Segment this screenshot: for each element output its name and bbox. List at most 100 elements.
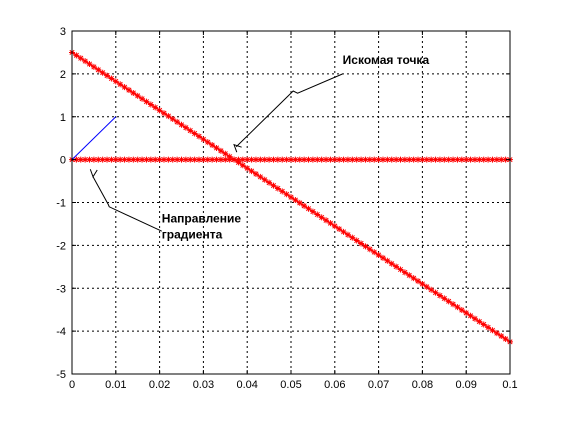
data-point	[217, 156, 224, 163]
annotation-arrowhead	[233, 143, 242, 153]
annotation-leader	[235, 73, 343, 148]
data-point	[134, 92, 141, 99]
data-point	[366, 246, 373, 253]
data-point	[222, 156, 229, 163]
data-point	[257, 156, 264, 163]
data-point	[204, 139, 211, 146]
data-point	[450, 301, 457, 308]
y-tick-label: 0	[60, 155, 66, 167]
data-point	[397, 266, 404, 273]
data-point	[270, 182, 277, 189]
data-point	[467, 312, 474, 319]
data-point	[204, 156, 211, 163]
data-point	[493, 156, 500, 163]
data-point	[292, 156, 299, 163]
data-point	[239, 156, 246, 163]
data-point	[445, 156, 452, 163]
data-point	[410, 156, 417, 163]
data-point	[239, 162, 246, 169]
annotation-leader	[92, 176, 163, 232]
data-point	[77, 156, 84, 163]
data-point	[99, 156, 106, 163]
data-point	[121, 84, 128, 91]
data-point	[292, 197, 299, 204]
data-point	[344, 156, 351, 163]
data-point	[379, 156, 386, 163]
annotation-text: Искомая точка	[343, 53, 430, 67]
data-point	[401, 156, 408, 163]
x-tick-label: 0.01	[105, 379, 126, 391]
data-point	[340, 228, 347, 235]
data-point	[152, 104, 159, 111]
data-point	[248, 156, 255, 163]
data-point	[502, 156, 509, 163]
data-point	[502, 335, 509, 342]
data-point	[353, 237, 360, 244]
y-tick-label: 2	[60, 69, 66, 81]
data-point	[454, 304, 461, 311]
data-point	[104, 72, 111, 79]
y-tick-label: 3	[60, 26, 66, 38]
data-point	[301, 202, 308, 209]
data-point	[454, 156, 461, 163]
data-point	[257, 173, 264, 180]
data-point	[288, 156, 294, 163]
data-point	[196, 133, 203, 140]
x-tick-labels: 0 0.01 0.02 0.03 0.04 0.05 0.06 0.07 0.08 0.09 0.1	[69, 379, 518, 391]
data-point	[112, 156, 119, 163]
data-point	[187, 127, 194, 134]
data-point	[182, 156, 189, 163]
data-point	[323, 156, 330, 163]
data-point	[379, 254, 386, 261]
annotation-arrowhead	[89, 169, 98, 178]
data-point	[222, 150, 229, 157]
data-point	[441, 295, 448, 302]
y-tick-label: -5	[56, 369, 66, 381]
data-point	[301, 156, 308, 163]
data-point	[200, 156, 207, 163]
data-point	[309, 156, 316, 163]
data-point	[169, 116, 176, 123]
data-point	[86, 156, 93, 163]
data-point	[428, 156, 435, 163]
data-point	[112, 78, 119, 85]
data-point	[226, 153, 233, 160]
x-tick-label: 0	[69, 379, 75, 391]
data-point	[191, 156, 198, 163]
x-tick-label: 0.05	[280, 379, 301, 391]
data-point	[314, 156, 321, 163]
data-point	[336, 156, 343, 163]
data-point	[331, 156, 338, 163]
series-1	[69, 49, 513, 345]
data-point	[95, 156, 102, 163]
data-point	[406, 272, 413, 279]
data-point	[353, 156, 360, 163]
series-3	[71, 116, 117, 160]
data-point	[476, 156, 483, 163]
data-point	[362, 156, 369, 163]
data-point	[327, 156, 334, 163]
data-point	[73, 156, 80, 163]
data-point	[266, 179, 273, 186]
data-point	[366, 156, 373, 163]
data-point	[165, 156, 172, 163]
x-tick-label: 0.06	[324, 379, 345, 391]
data-point	[191, 130, 198, 137]
data-point	[419, 156, 426, 163]
data-point	[445, 298, 452, 305]
x-tick-label: 0.03	[193, 379, 214, 391]
data-point	[296, 199, 303, 206]
data-point	[485, 324, 492, 331]
annotation-1: Искомая точка	[233, 53, 430, 153]
data-point	[117, 156, 124, 163]
data-point	[318, 214, 325, 221]
data-point	[305, 156, 312, 163]
data-point	[77, 55, 84, 62]
data-point	[248, 168, 255, 175]
data-point	[95, 66, 102, 73]
data-point	[428, 286, 435, 293]
series-2	[69, 156, 513, 163]
data-point	[143, 156, 150, 163]
data-point	[436, 292, 443, 299]
